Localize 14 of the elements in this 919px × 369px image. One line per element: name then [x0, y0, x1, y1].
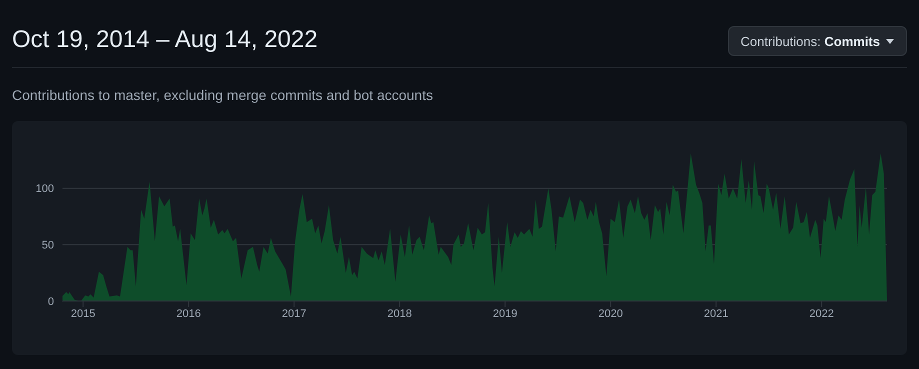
chart-title: Oct 19, 2014 – Aug 14, 2022: [12, 26, 318, 54]
text: Contributions: Commits: [740, 34, 880, 48]
y-tick-label: 0: [48, 296, 54, 308]
x-tick-label: 2021: [704, 308, 728, 320]
y-tick-label: 100: [36, 183, 54, 196]
x-tick-label: 2019: [492, 308, 518, 320]
x-tick-label: 2022: [809, 308, 834, 320]
x-tick-label: 2016: [176, 308, 201, 320]
y-tick-label: 50: [42, 240, 54, 252]
x-tick-label: 2017: [282, 308, 306, 320]
x-tick-label: 2015: [70, 308, 96, 320]
x-tick-label: 2020: [598, 308, 623, 320]
x-tick-label: 2018: [387, 308, 412, 320]
chart-subtitle: Contributions to master, excluding merge commits and bot accounts: [12, 87, 433, 103]
